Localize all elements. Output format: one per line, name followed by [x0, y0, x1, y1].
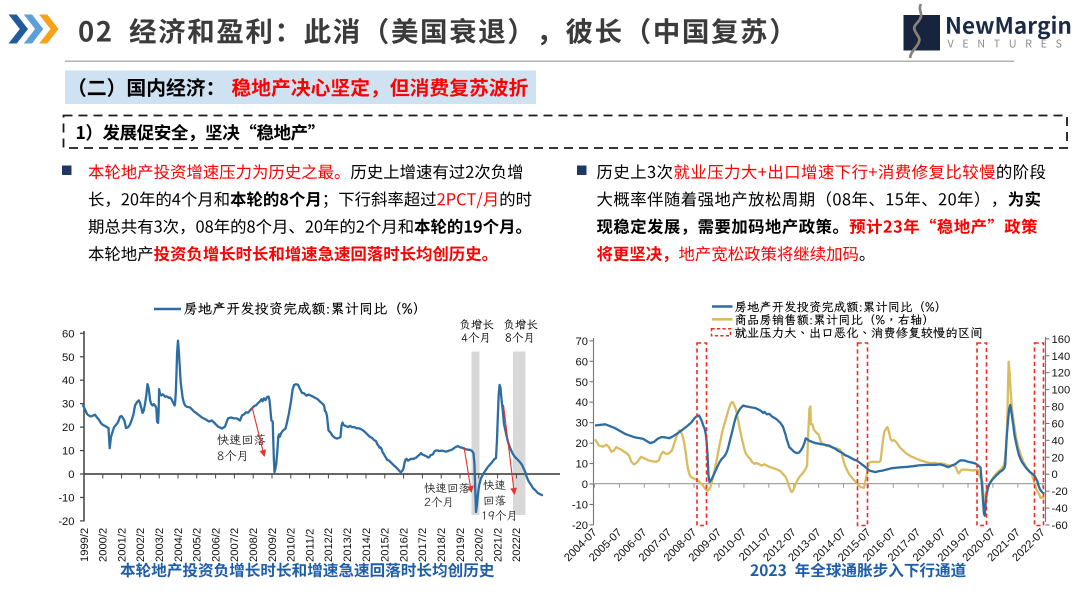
svg-text:-60: -60	[1052, 520, 1068, 532]
svg-text:-20: -20	[1052, 486, 1068, 498]
svg-text:30: 30	[62, 399, 74, 411]
svg-text:-10: -10	[58, 492, 74, 504]
svg-text:40: 40	[576, 397, 588, 409]
svg-text:50: 50	[62, 352, 74, 364]
svg-text:10: 10	[576, 459, 588, 471]
svg-text:60: 60	[576, 356, 588, 368]
svg-text:2017/2: 2017/2	[417, 528, 429, 562]
svg-text:2001/2: 2001/2	[116, 528, 128, 562]
svg-text:100: 100	[1052, 385, 1071, 397]
svg-text:2020/2: 2020/2	[474, 528, 486, 562]
svg-text:10: 10	[62, 446, 74, 458]
svg-text:30: 30	[576, 418, 588, 430]
svg-text:40: 40	[1052, 435, 1064, 447]
svg-text:20: 20	[62, 422, 74, 434]
svg-text:60: 60	[62, 328, 74, 340]
svg-text:2004/2: 2004/2	[173, 528, 185, 562]
svg-text:2015/2: 2015/2	[380, 528, 392, 562]
svg-text:70: 70	[576, 336, 588, 348]
svg-text:2002/2: 2002/2	[135, 528, 147, 562]
svg-text:2008/2: 2008/2	[248, 528, 260, 562]
svg-text:0: 0	[582, 479, 588, 491]
svg-text:2019/2: 2019/2	[455, 528, 467, 562]
svg-text:-40: -40	[1052, 503, 1068, 515]
svg-text:80: 80	[1052, 402, 1064, 414]
svg-text:60: 60	[1052, 418, 1064, 430]
svg-text:2003/2: 2003/2	[154, 528, 166, 562]
svg-text:2009/2: 2009/2	[267, 528, 279, 562]
svg-text:20: 20	[576, 438, 588, 450]
svg-text:2005/2: 2005/2	[192, 528, 204, 562]
svg-text:-20: -20	[58, 516, 74, 528]
svg-text:2011/2: 2011/2	[304, 529, 316, 562]
svg-text:-10: -10	[572, 499, 588, 511]
svg-text:0: 0	[68, 469, 74, 481]
svg-text:2021/2: 2021/2	[492, 528, 504, 562]
svg-text:40: 40	[62, 375, 74, 387]
svg-text:50: 50	[576, 377, 588, 389]
svg-text:120: 120	[1052, 368, 1071, 380]
svg-text:2013/2: 2013/2	[342, 528, 354, 562]
svg-text:20: 20	[1052, 452, 1064, 464]
svg-text:2012/2: 2012/2	[323, 528, 335, 562]
svg-text:2022/2: 2022/2	[511, 528, 523, 562]
svg-text:2014/2: 2014/2	[361, 528, 373, 562]
svg-text:2010/2: 2010/2	[286, 528, 298, 562]
svg-text:2000/2: 2000/2	[98, 528, 110, 562]
svg-text:-20: -20	[572, 520, 588, 532]
svg-text:0: 0	[1052, 469, 1058, 481]
svg-text:2016/2: 2016/2	[398, 528, 410, 562]
svg-text:160: 160	[1052, 334, 1071, 346]
svg-text:2007/2: 2007/2	[229, 528, 241, 562]
svg-text:2018/2: 2018/2	[436, 528, 448, 562]
svg-text:2006/2: 2006/2	[210, 528, 222, 562]
svg-text:140: 140	[1052, 351, 1071, 363]
svg-text:1999/2: 1999/2	[79, 528, 91, 562]
